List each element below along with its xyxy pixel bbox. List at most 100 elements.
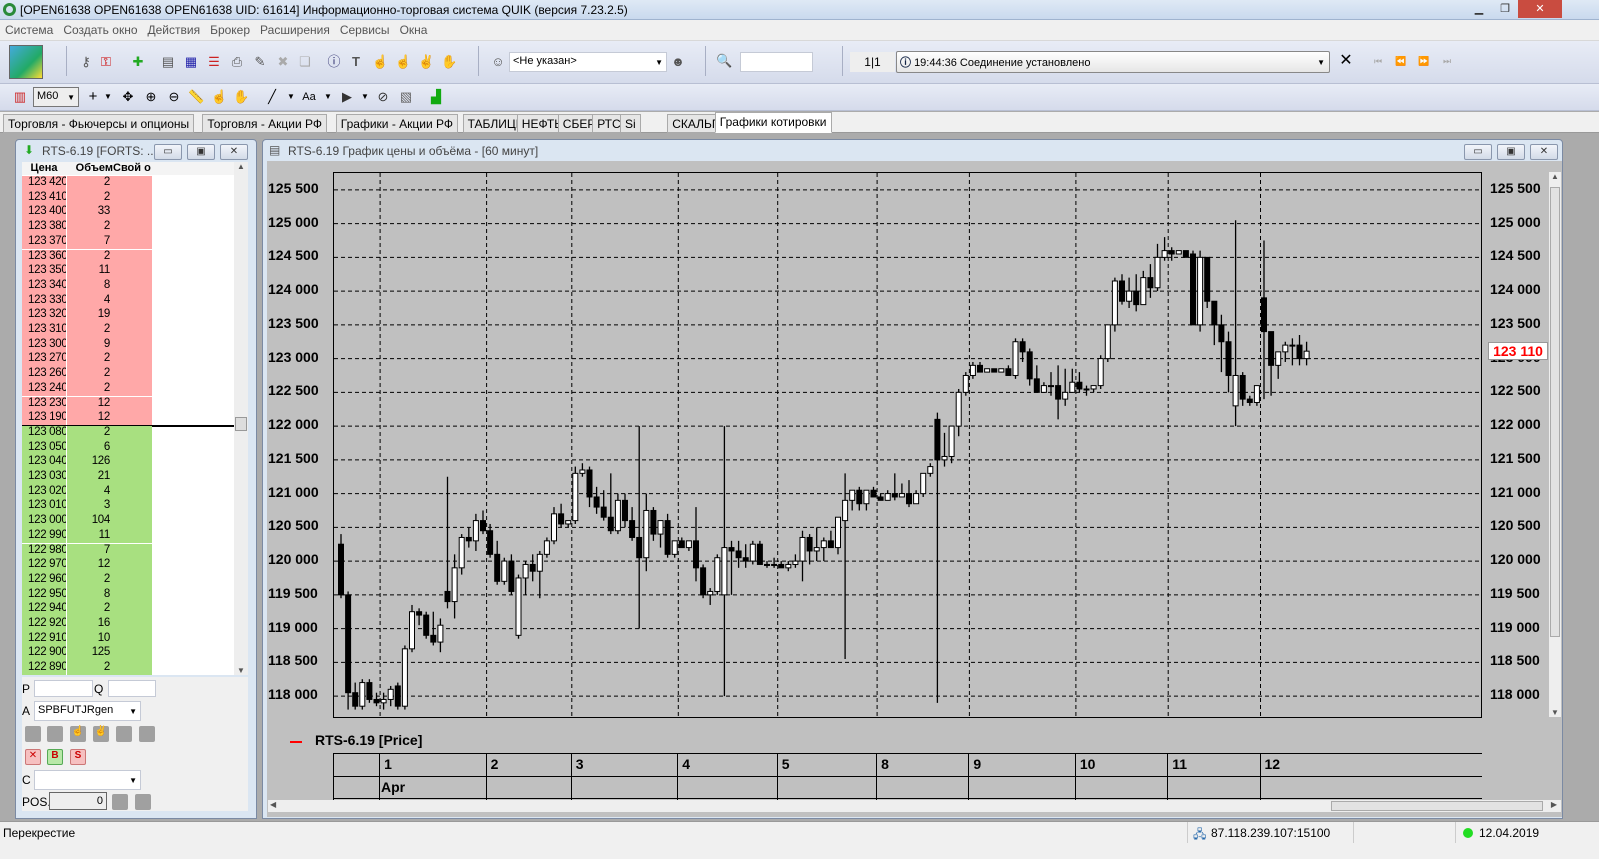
candle-body[interactable]	[813, 547, 820, 552]
candle-body[interactable]	[906, 493, 912, 505]
candle-body[interactable]	[884, 493, 891, 501]
candle-body[interactable]	[1119, 280, 1125, 302]
candle-body[interactable]	[1076, 381, 1083, 390]
line-tool-icon[interactable]: ╱	[268, 89, 276, 104]
own-cell[interactable]	[113, 617, 152, 632]
own-cell[interactable]	[113, 543, 152, 559]
candle-body[interactable]	[913, 493, 920, 505]
volume-cell[interactable]: 2	[66, 367, 113, 382]
orderbook-row-asks[interactable]: 123 190 12	[22, 411, 152, 426]
candle-body[interactable]	[501, 560, 508, 582]
own-cell[interactable]	[113, 425, 152, 441]
candle-body[interactable]	[1218, 324, 1225, 343]
volume-cell[interactable]: 12	[66, 558, 113, 573]
candle-body[interactable]	[948, 425, 955, 457]
print-icon[interactable]: ⎙	[231, 54, 243, 69]
action-button[interactable]	[116, 726, 132, 742]
volume-cell[interactable]: 3	[66, 499, 113, 515]
candle-body[interactable]	[565, 520, 572, 525]
candle-body[interactable]	[1168, 250, 1175, 255]
orderbook-row-bids[interactable]: 122 890 2	[22, 661, 152, 675]
hand-stop-icon[interactable]: ✋	[441, 54, 458, 69]
account-select[interactable]: SPBFUTJRgen ▼	[34, 701, 141, 721]
tab-6[interactable]: РТС	[592, 114, 626, 133]
tab-5[interactable]: СБЕР	[557, 114, 601, 133]
volume-cell[interactable]: 4	[66, 484, 113, 500]
volume-cell[interactable]: 11	[66, 528, 113, 544]
candle-body[interactable]	[1204, 256, 1211, 302]
candle-body[interactable]	[771, 563, 778, 566]
orderbook-row-asks[interactable]: 123 230 12	[22, 396, 152, 412]
candle-body[interactable]	[1225, 341, 1232, 376]
candle-body[interactable]	[1190, 253, 1196, 326]
own-cell[interactable]	[113, 661, 152, 675]
candle-body[interactable]	[607, 516, 614, 532]
candle-body[interactable]	[827, 540, 834, 549]
volume-cell[interactable]: 8	[66, 587, 113, 603]
delete-icon[interactable]: ✖	[277, 54, 289, 69]
candle-body[interactable]	[551, 513, 557, 542]
volume-cell[interactable]: 104	[66, 514, 113, 529]
chart-type-icon[interactable]: ▥	[13, 89, 27, 104]
candle-body[interactable]	[586, 469, 593, 498]
candle-body[interactable]	[693, 540, 699, 569]
volume-cell[interactable]: 126	[66, 455, 113, 470]
scrollbar-thumb[interactable]	[1331, 801, 1543, 811]
candle-body[interactable]	[1062, 391, 1069, 400]
candle-body[interactable]	[835, 516, 841, 549]
orderbook-table[interactable]: Цена Объем Свой о 123 420 2 123 410 2 123 40…	[22, 162, 234, 675]
maximize-button[interactable]: ▣	[1497, 144, 1525, 160]
scroll-left-icon[interactable]: ◀	[270, 800, 277, 809]
candle-body[interactable]	[494, 553, 501, 582]
candle-body[interactable]	[749, 543, 756, 562]
candle-body[interactable]	[962, 374, 969, 393]
own-cell[interactable]	[113, 249, 152, 265]
tab-1[interactable]: Торговля - Акции РФ	[202, 114, 328, 133]
zoom-in-icon[interactable]: ⊕	[145, 89, 157, 104]
chevron-down-icon[interactable]: ▼	[324, 92, 332, 101]
own-cell[interactable]	[113, 528, 152, 544]
move-icon[interactable]: ✥	[122, 89, 134, 104]
action-button[interactable]	[135, 794, 151, 810]
client-code-select[interactable]: ▼	[34, 770, 141, 790]
orderbook-row-asks[interactable]: 123 400 33	[22, 205, 152, 221]
scroll-up-icon[interactable]: ▲	[237, 162, 245, 171]
candle-body[interactable]	[536, 553, 543, 572]
candle-body[interactable]	[1133, 290, 1140, 306]
candle-body[interactable]	[423, 614, 430, 636]
candle-body[interactable]	[792, 560, 799, 565]
hand-icon[interactable]: ☝	[70, 726, 86, 742]
crosshair-icon[interactable]: +	[88, 88, 98, 105]
candle-body[interactable]	[480, 520, 486, 532]
pointer-hand-icon[interactable]: ☝	[211, 89, 228, 104]
candle-body[interactable]	[1111, 280, 1118, 326]
search-input[interactable]	[740, 52, 813, 72]
candle-body[interactable]	[934, 418, 941, 461]
column-header-price[interactable]: Цена	[22, 162, 66, 175]
candle-body[interactable]	[352, 692, 359, 707]
candle-body[interactable]	[735, 550, 742, 559]
action-button[interactable]	[25, 726, 41, 742]
own-cell[interactable]	[113, 646, 152, 662]
message-log-select[interactable]: ⓘ 19:44:36 Соединение установлено ▼	[896, 51, 1330, 73]
orderbook-row-bids[interactable]: 123 050 6	[22, 440, 152, 456]
scrollbar-thumb[interactable]	[235, 417, 247, 431]
candle-body[interactable]	[764, 563, 770, 566]
own-cell[interactable]	[113, 411, 152, 426]
orderbook-row-bids[interactable]: 123 020 4	[22, 484, 152, 500]
tab-4[interactable]: НЕФТЬ	[516, 114, 568, 133]
candle-body[interactable]	[984, 368, 991, 373]
own-cell[interactable]	[113, 455, 152, 470]
candle-body[interactable]	[664, 520, 671, 555]
tab-3[interactable]: ТАБЛИЦЫ	[462, 114, 532, 133]
orderbook-row-asks[interactable]: 123 260 2	[22, 367, 152, 382]
candle-body[interactable]	[522, 563, 529, 579]
volume-cell[interactable]: 6	[66, 440, 113, 456]
chart-legend[interactable]: RTS-6.19 [Price]	[315, 732, 423, 748]
volume-cell[interactable]: 2	[66, 323, 113, 338]
candle-body[interactable]	[373, 698, 380, 704]
candle-body[interactable]	[401, 648, 408, 707]
own-cell[interactable]	[113, 440, 152, 456]
copy-icon[interactable]: ❏	[299, 54, 311, 69]
candle-body[interactable]	[863, 489, 870, 505]
